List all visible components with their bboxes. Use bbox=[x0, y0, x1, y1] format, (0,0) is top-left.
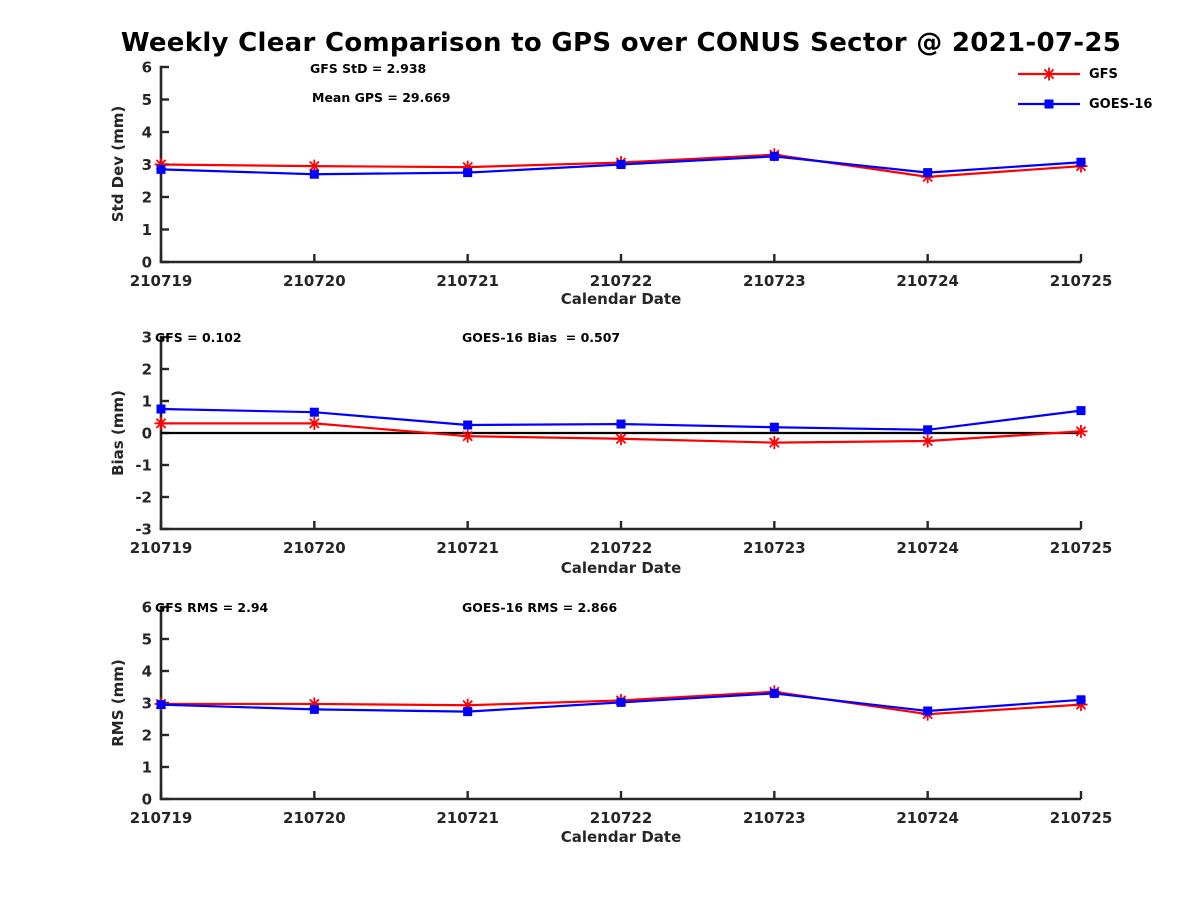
legend-item-label: GOES-16 bbox=[1089, 96, 1153, 112]
y-tick-label: 1 bbox=[142, 393, 152, 411]
x-tick-label: 210723 bbox=[743, 539, 806, 557]
y-tick-label: 6 bbox=[142, 59, 152, 77]
y-tick-label: 6 bbox=[142, 599, 152, 617]
x-axis-label-stddev: Calendar Date bbox=[560, 290, 682, 308]
annotation-gfs-std: GFS StD = 2.938 bbox=[310, 61, 427, 76]
marker-square-goes16 bbox=[616, 419, 626, 429]
x-tick-label: 210724 bbox=[896, 809, 959, 827]
gfs-legend-marker-spoke bbox=[1043, 68, 1055, 80]
marker-square-goes16 bbox=[769, 688, 779, 698]
y-tick-label: 2 bbox=[142, 727, 152, 745]
marker-square-goes16 bbox=[156, 164, 166, 174]
marker-square-goes16 bbox=[309, 704, 319, 714]
x-tick-label: 210725 bbox=[1050, 272, 1113, 290]
marker-asterisk-gfs bbox=[155, 418, 167, 429]
marker-square-goes16 bbox=[616, 160, 626, 169]
marker-asterisk-gfs bbox=[922, 435, 933, 447]
legend: GFS GOES-16 bbox=[1016, 65, 1152, 113]
x-tick-label: 210725 bbox=[1050, 539, 1113, 557]
marker-asterisk-gfs bbox=[1075, 426, 1087, 437]
figure-title: Weekly Clear Comparison to GPS over CONU… bbox=[120, 28, 1122, 58]
y-tick-label: 1 bbox=[142, 221, 152, 239]
marker-square-goes16 bbox=[463, 420, 473, 430]
y-tick-label: 4 bbox=[142, 124, 152, 142]
marker-square-goes16 bbox=[156, 404, 166, 414]
x-tick-label: 210724 bbox=[896, 539, 959, 557]
marker-square-goes16 bbox=[769, 422, 779, 432]
marker-asterisk-gfs bbox=[309, 160, 320, 172]
marker-asterisk-gfs bbox=[462, 430, 473, 442]
marker-square-goes16 bbox=[1076, 406, 1086, 416]
marker-square-goes16 bbox=[463, 168, 473, 178]
annotation-goes16-rms: GOES-16 RMS = 2.866 bbox=[462, 600, 618, 615]
x-tick-label: 210722 bbox=[590, 809, 653, 827]
y-axis-label-rms: RMS (mm) bbox=[109, 659, 127, 747]
marker-asterisk-gfs bbox=[769, 437, 780, 448]
x-tick-label: 210725 bbox=[1050, 809, 1113, 827]
x-tick-label: 210720 bbox=[283, 809, 346, 827]
y-tick-label: -3 bbox=[135, 521, 152, 539]
annotation-goes16-bias: GOES-16 Bias = 0.507 bbox=[462, 330, 621, 345]
y-tick-label: 4 bbox=[142, 663, 152, 681]
x-tick-label: 210719 bbox=[130, 539, 193, 557]
x-tick-label: 210722 bbox=[590, 539, 653, 557]
goes16-legend-marker-square bbox=[1044, 99, 1054, 109]
y-tick-label: 3 bbox=[142, 695, 152, 713]
y-tick-label: 0 bbox=[142, 425, 152, 443]
legend-item-gfs: GFS bbox=[1016, 65, 1152, 83]
x-axis-label-bias: Calendar Date bbox=[560, 559, 682, 577]
marker-square-goes16 bbox=[616, 697, 626, 707]
marker-asterisk-gfs bbox=[309, 418, 320, 429]
x-tick-label: 210720 bbox=[283, 272, 346, 290]
gfs-line-asterisk-icon bbox=[1018, 67, 1080, 81]
y-tick-label: 2 bbox=[142, 189, 152, 207]
y-tick-label: 0 bbox=[142, 791, 152, 809]
x-tick-label: 210719 bbox=[130, 809, 193, 827]
annotation-gfs-rms: GFS RMS = 2.94 bbox=[155, 600, 269, 615]
marker-square-goes16 bbox=[923, 706, 933, 716]
legend-item-goes16: GOES-16 bbox=[1016, 95, 1152, 113]
y-tick-label: 0 bbox=[142, 254, 152, 272]
y-axis-label-bias: Bias (mm) bbox=[109, 390, 127, 476]
y-tick-label: 1 bbox=[142, 759, 152, 777]
y-tick-label: 3 bbox=[142, 329, 152, 347]
annotation-mean-gps: Mean GPS = 29.669 bbox=[312, 90, 451, 105]
marker-asterisk-gfs bbox=[615, 433, 627, 444]
x-tick-label: 210719 bbox=[130, 272, 193, 290]
marker-square-goes16 bbox=[463, 707, 473, 717]
y-tick-label: 3 bbox=[142, 156, 152, 174]
marker-square-goes16 bbox=[923, 425, 933, 435]
marker-square-goes16 bbox=[309, 169, 319, 179]
x-tick-label: 210724 bbox=[896, 272, 959, 290]
x-tick-label: 210723 bbox=[743, 809, 806, 827]
x-axis-label-rms: Calendar Date bbox=[560, 828, 682, 846]
marker-square-goes16 bbox=[923, 168, 933, 178]
marker-square-goes16 bbox=[156, 700, 166, 710]
x-tick-label: 210721 bbox=[436, 539, 499, 557]
y-tick-label: -1 bbox=[135, 457, 152, 475]
y-tick-label: 2 bbox=[142, 361, 152, 379]
marker-square-goes16 bbox=[309, 407, 319, 417]
legend-item-label: GFS bbox=[1089, 66, 1118, 82]
x-tick-label: 210722 bbox=[590, 272, 653, 290]
goes16-line-square-icon bbox=[1018, 99, 1080, 109]
y-tick-label: 5 bbox=[142, 631, 152, 649]
x-tick-label: 210721 bbox=[436, 272, 499, 290]
marker-square-goes16 bbox=[769, 151, 779, 161]
x-tick-label: 210721 bbox=[436, 809, 499, 827]
y-tick-label: -2 bbox=[135, 489, 152, 507]
y-axis-label-stddev: Std Dev (mm) bbox=[109, 105, 127, 223]
y-tick-label: 5 bbox=[142, 91, 152, 109]
x-tick-label: 210720 bbox=[283, 539, 346, 557]
marker-square-goes16 bbox=[1076, 695, 1086, 705]
annotation-gfs-bias: GFS = 0.102 bbox=[155, 330, 242, 345]
marker-square-goes16 bbox=[1076, 157, 1086, 167]
x-tick-label: 210723 bbox=[743, 272, 806, 290]
